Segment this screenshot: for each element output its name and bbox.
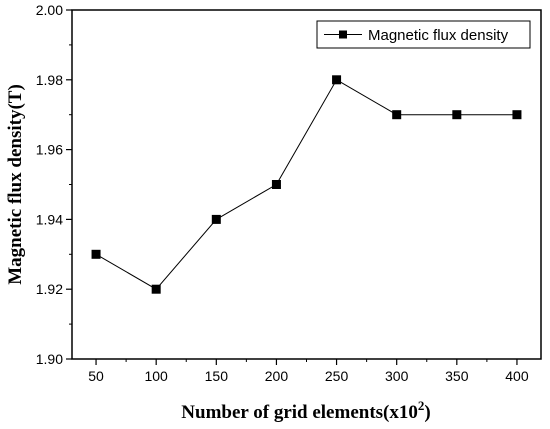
data-point [211, 214, 221, 224]
x-axis-title-main: Number of grid elements(x10 [181, 402, 418, 423]
y-tick-label: 1.90 [36, 351, 63, 367]
legend: Magnetic flux density [316, 20, 531, 49]
x-tick-label: 150 [205, 368, 229, 384]
x-tick-label: 50 [88, 368, 104, 384]
series-line [95, 79, 517, 290]
data-point [452, 110, 462, 120]
y-axis-title: Magnetic flux density(T) [5, 84, 26, 285]
x-tick-label: 400 [505, 368, 529, 384]
data-point [91, 249, 101, 259]
y-axis-ticks: 1.90 1.92 1.94 1.96 1.98 2.00 [36, 2, 72, 367]
x-axis-title-close: ) [424, 402, 430, 423]
x-tick-label: 200 [265, 368, 289, 384]
x-tick-label: 300 [385, 368, 409, 384]
plot-area [71, 9, 542, 360]
data-point [332, 75, 342, 85]
series-markers [91, 75, 522, 294]
y-tick-label: 1.92 [36, 281, 63, 297]
data-point [271, 180, 281, 189]
x-tick-label: 350 [445, 368, 469, 384]
x-axis-title-superscript: 2 [418, 398, 425, 413]
legend-label: Magnetic flux density [368, 27, 509, 44]
y-tick-label: 1.94 [36, 211, 63, 227]
y-tick-label: 1.98 [36, 72, 63, 88]
y-tick-label: 2.00 [36, 2, 63, 18]
x-axis-title: Number of grid elements(x102) [181, 398, 430, 423]
x-tick-label: 250 [325, 368, 349, 384]
data-point [392, 110, 402, 120]
x-tick-label: 100 [144, 368, 168, 384]
x-axis-ticks: 50 100 150 200 250 300 350 400 [88, 359, 529, 384]
legend-marker [339, 30, 347, 39]
data-point [512, 110, 522, 120]
data-point [151, 284, 161, 294]
y-tick-label: 1.96 [36, 142, 63, 158]
